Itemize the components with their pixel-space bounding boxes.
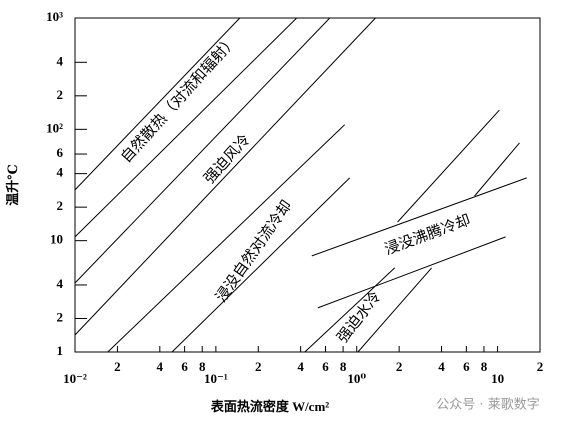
y-tick-label: 6: [57, 145, 64, 160]
y-tick-label: 2: [57, 198, 64, 213]
x-tick-label: 2: [114, 359, 121, 374]
x-tick-label: 4: [297, 359, 304, 374]
x-tick-label: 2: [537, 359, 544, 374]
line: [74, 17, 376, 336]
x-axis-label: 表面热流密度 W/cm²: [210, 399, 329, 414]
line: [171, 177, 351, 353]
region-label: 强迫风冷: [201, 131, 254, 187]
y-tick-label: 10³: [46, 9, 63, 24]
region-label: 自然散热（对流和辐射）: [118, 32, 241, 166]
watermark: 公众号 · 莱歌数字: [436, 398, 539, 413]
line: [317, 236, 506, 309]
line: [74, 17, 298, 238]
line: [107, 124, 346, 353]
x-tick-label: 8: [199, 359, 206, 374]
y-axis-label: 温升℃: [5, 164, 20, 206]
x-tick-label: 2: [255, 359, 262, 374]
line: [74, 17, 331, 284]
line: [311, 177, 527, 257]
x-tick-label: 10⁰: [347, 371, 366, 386]
region-label: 浸没沸腾冷却: [382, 212, 472, 259]
y-tick-label: 10²: [46, 120, 63, 135]
line: [474, 142, 520, 197]
line: [397, 109, 500, 223]
y-tick-label: 1: [57, 343, 64, 358]
line: [357, 267, 432, 353]
y-tick-label: 10: [50, 232, 63, 247]
x-tick-label: 4: [157, 359, 164, 374]
x-tick-label: 2: [396, 359, 403, 374]
x-tick-label: 6: [322, 359, 329, 374]
region-label: 浸没自然对流冷却: [213, 197, 296, 305]
x-tick-label: 6: [181, 359, 188, 374]
y-tick-label: 2: [57, 309, 64, 324]
x-tick-label: 6: [463, 359, 470, 374]
x-tick-label: 8: [340, 359, 347, 374]
plot-frame: [74, 17, 541, 353]
y-tick-label: 4: [57, 53, 64, 68]
x-tick-label: 4: [438, 359, 445, 374]
x-tick-label: 10⁻¹: [204, 371, 228, 386]
y-tick-label: 2: [57, 87, 64, 102]
x-tick-label: 10⁻²: [63, 371, 87, 386]
x-tick-label: 10: [491, 371, 504, 386]
line: [74, 17, 241, 191]
y-tick-label: 4: [57, 165, 64, 180]
x-tick-label: 8: [481, 359, 488, 374]
y-tick-label: 4: [57, 276, 64, 291]
line: [304, 267, 396, 353]
